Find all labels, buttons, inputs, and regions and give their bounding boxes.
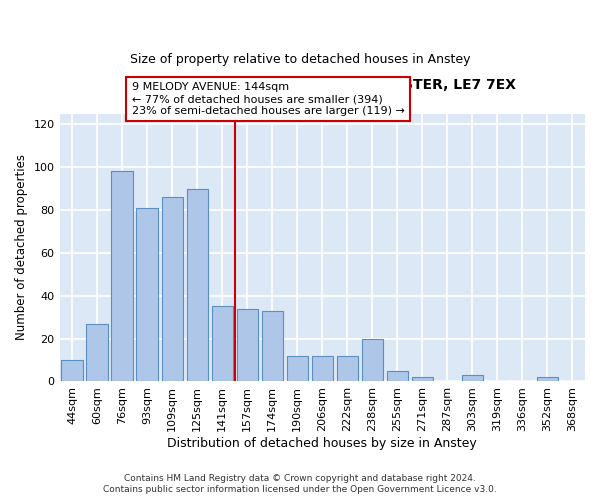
Bar xyxy=(362,338,383,382)
Bar xyxy=(136,208,158,382)
Text: Contains HM Land Registry data © Crown copyright and database right 2024.
Contai: Contains HM Land Registry data © Crown c… xyxy=(103,474,497,494)
Bar xyxy=(161,197,183,382)
Title: 9, MELODY AVENUE, ANSTEY, LEICESTER, LE7 7EX: 9, MELODY AVENUE, ANSTEY, LEICESTER, LE7… xyxy=(129,78,516,92)
Bar xyxy=(337,356,358,382)
Bar xyxy=(387,370,408,382)
Bar xyxy=(262,310,283,382)
Text: 9 MELODY AVENUE: 144sqm
← 77% of detached houses are smaller (394)
23% of semi-d: 9 MELODY AVENUE: 144sqm ← 77% of detache… xyxy=(132,82,405,116)
Bar xyxy=(236,308,258,382)
Bar xyxy=(412,377,433,382)
Bar xyxy=(112,172,133,382)
Bar xyxy=(311,356,333,382)
Text: Size of property relative to detached houses in Anstey: Size of property relative to detached ho… xyxy=(130,52,470,66)
Bar xyxy=(187,188,208,382)
Bar xyxy=(537,377,558,382)
Bar xyxy=(462,375,483,382)
Bar xyxy=(61,360,83,382)
Bar xyxy=(287,356,308,382)
Bar xyxy=(212,306,233,382)
X-axis label: Distribution of detached houses by size in Anstey: Distribution of detached houses by size … xyxy=(167,437,477,450)
Y-axis label: Number of detached properties: Number of detached properties xyxy=(15,154,28,340)
Bar xyxy=(86,324,108,382)
